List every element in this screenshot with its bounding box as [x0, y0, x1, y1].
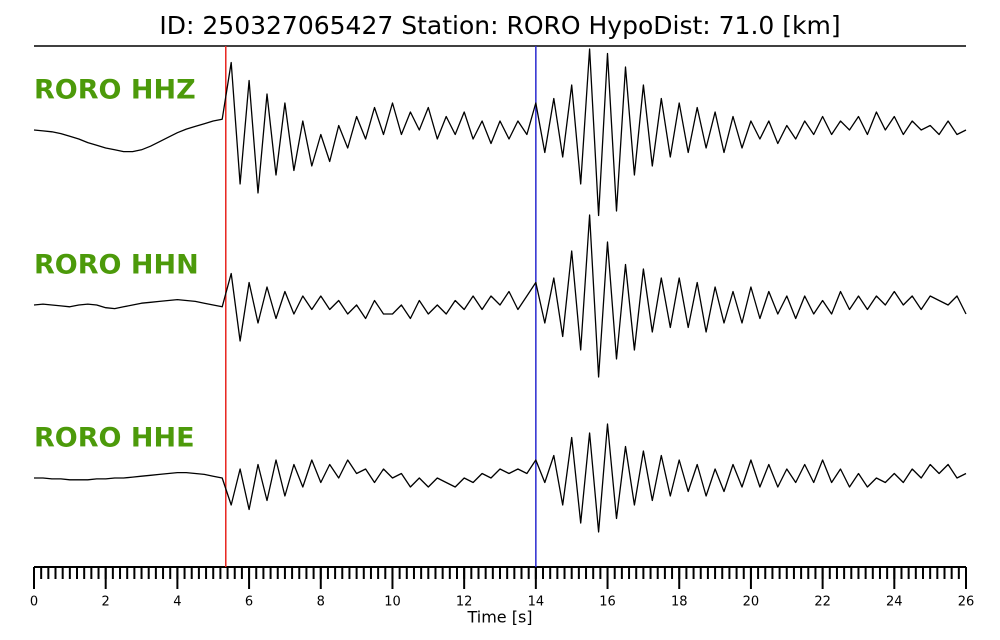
chart-title: ID: 250327065427 Station: RORO HypoDist:… [159, 11, 840, 40]
x-tick-label: 10 [384, 595, 401, 610]
trace [34, 423, 967, 533]
x-tick-label: 26 [958, 595, 975, 610]
x-tick-label: 14 [528, 595, 545, 610]
x-tick-label: 8 [317, 595, 325, 610]
x-tick-label: 4 [173, 595, 181, 610]
x-tick-label: 2 [102, 595, 110, 610]
x-tick-label: 18 [671, 595, 688, 610]
trace [33, 48, 967, 217]
channel-label: RORO HHE [34, 423, 195, 454]
x-tick-label: 16 [599, 595, 616, 610]
trace [33, 214, 967, 378]
x-axis-label: Time [s] [466, 608, 532, 627]
channel-label: RORO HHZ [34, 75, 196, 106]
x-tick-label: 22 [814, 595, 831, 610]
x-tick-label: 20 [743, 595, 760, 610]
x-tick-label: 12 [456, 595, 473, 610]
x-tick-label: 0 [30, 595, 38, 610]
x-tick-label: 6 [245, 595, 253, 610]
x-tick-label: 24 [886, 595, 903, 610]
channel-label: RORO HHN [34, 250, 199, 281]
